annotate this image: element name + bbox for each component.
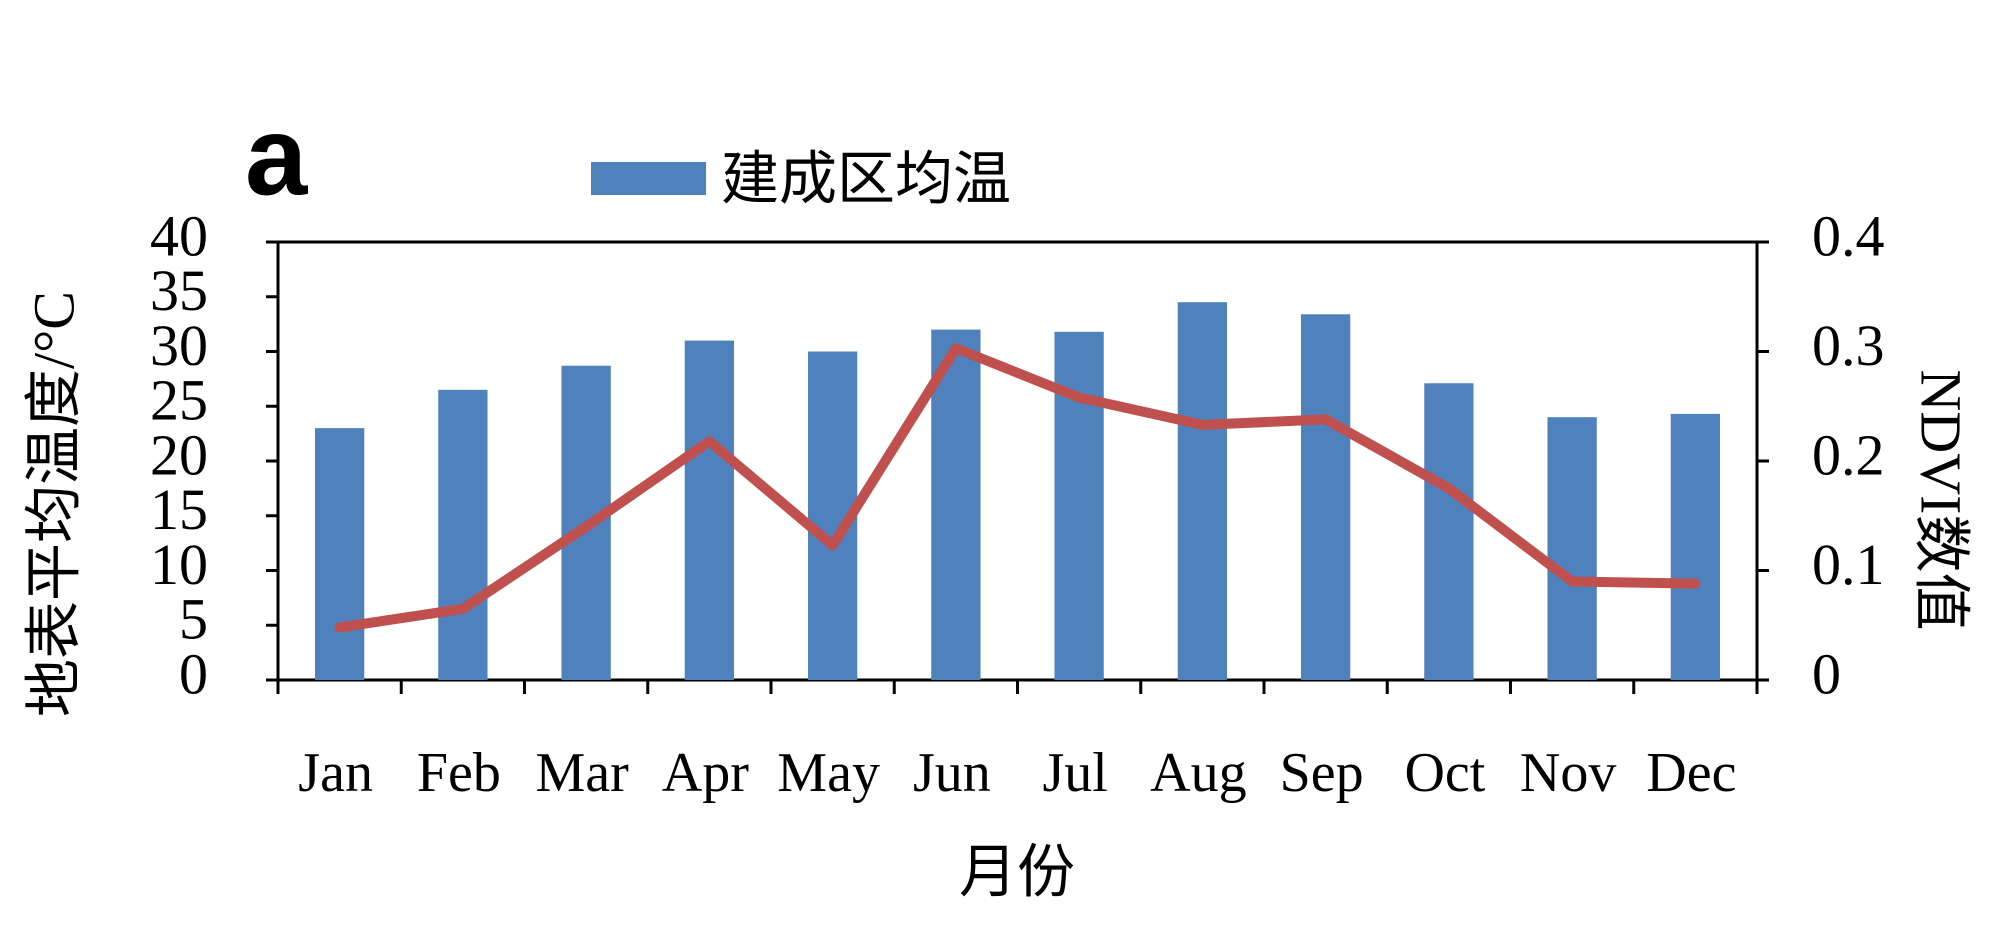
x-tick-label: Oct [1404, 742, 1485, 804]
panel-label: a [245, 94, 308, 219]
bar [1424, 383, 1474, 680]
y-axis-label: 地表平均温度/°C [21, 291, 86, 717]
bar [931, 329, 981, 680]
y2-tick-label: 0 [1812, 641, 1841, 706]
bar [1177, 302, 1228, 680]
bar [1670, 413, 1721, 680]
x-tick-label: Jun [913, 742, 991, 804]
y-tick-label: 15 [150, 477, 208, 542]
bar [438, 389, 488, 680]
line [334, 343, 1701, 633]
y-tick-label: 40 [150, 203, 208, 268]
x-tick-label: Sep [1280, 742, 1364, 804]
bar [1547, 417, 1597, 680]
y-tick-label: 10 [150, 532, 208, 597]
bar [1054, 331, 1104, 680]
legend-swatch [591, 162, 706, 195]
y-tick-label: 25 [150, 368, 208, 433]
y-tick-label: 5 [179, 587, 208, 652]
legend-label: 建成区均温 [721, 146, 1011, 211]
x-tick-label: Apr [662, 742, 749, 804]
y-tick-label: 20 [150, 422, 208, 487]
y-tick-label: 0 [179, 641, 208, 706]
bar [684, 340, 735, 680]
x-axis-label: 月份 [959, 839, 1075, 904]
x-tick-label: Jul [1042, 742, 1107, 804]
x-tick-label: Nov [1520, 742, 1616, 804]
y2-tick-label: 0.2 [1812, 422, 1885, 487]
y2-tick-label: 0.1 [1812, 532, 1885, 597]
x-tick-label: Mar [535, 742, 629, 804]
y-tick-label: 35 [150, 258, 208, 323]
x-tick-label: Aug [1150, 742, 1246, 804]
y2-tick-label: 0.4 [1812, 203, 1885, 268]
x-tick-label: May [777, 742, 880, 804]
x-tick-label: Jan [298, 742, 373, 804]
bar [314, 428, 365, 680]
y2-axis-label: NDVI数值 [1909, 370, 1974, 631]
bar [1300, 314, 1351, 680]
y-tick-label: 30 [150, 313, 208, 378]
x-tick-label: Dec [1646, 742, 1736, 804]
y2-tick-label: 0.3 [1812, 313, 1885, 378]
x-tick-label: Feb [417, 742, 501, 804]
